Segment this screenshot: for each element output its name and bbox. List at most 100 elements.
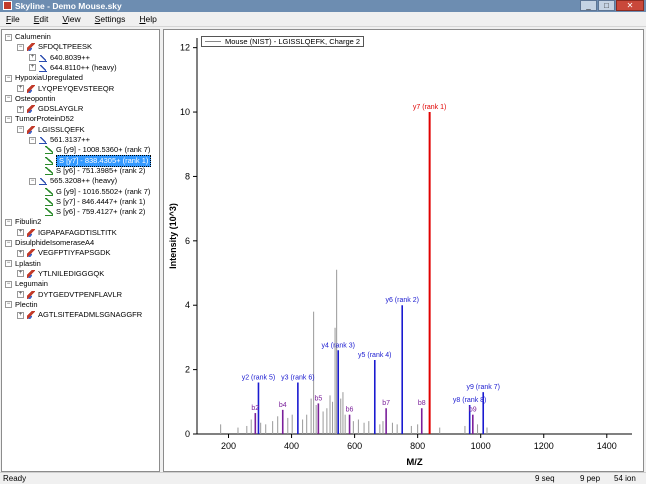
tree-node[interactable]: − Calumenin (5, 32, 51, 42)
collapse-icon[interactable]: − (5, 239, 12, 247)
tree-node[interactable]: + GDSLAYGLR (17, 104, 83, 114)
tree-node[interactable]: − LGISSLQEFK (17, 125, 85, 135)
tree-node[interactable]: G [y9] - 1016.5502+ (rank 7) (41, 187, 150, 197)
tree-node[interactable]: S [y6] - 751.3985+ (rank 2) (41, 166, 145, 176)
spectrum-graph[interactable]: 0 2 4 6 8 10 12 200 400 600 800 1000 1200 1400 M/Z Inte… (163, 29, 644, 472)
expand-icon[interactable]: + (17, 85, 24, 92)
transition-icon (45, 197, 53, 206)
y-tick-label: 6 (185, 236, 190, 246)
tree-node[interactable]: S [y7] - 838.4305+ (rank 1) (41, 154, 152, 167)
tree-node[interactable]: S [y6] - 759.4127+ (rank 2) (41, 207, 145, 217)
tree-node[interactable]: − 565.3208++ (heavy) (29, 176, 117, 186)
tree-node[interactable]: + AGTLSITEFADMLSGNAGGFR (17, 310, 142, 320)
legend-swatch (205, 41, 221, 42)
expand-icon[interactable]: + (17, 229, 24, 237)
minimize-button[interactable]: _ (580, 0, 597, 11)
collapse-icon[interactable]: − (29, 177, 36, 185)
close-button[interactable]: ✕ (616, 0, 644, 11)
tree-node[interactable]: − DisulphideIsomeraseA4 (5, 238, 94, 248)
collapse-icon[interactable]: − (5, 260, 12, 268)
tree-node[interactable]: S [y7] - 846.4447+ (rank 1) (41, 197, 145, 207)
tree-node[interactable]: + IGPAPAFAGDTISLTITK (17, 228, 117, 238)
peptide-icon (27, 43, 35, 52)
collapse-icon[interactable]: − (29, 136, 36, 144)
sequence-tree[interactable]: − Calumenin − SFDQLTPEESK +640.8039++ +644.81… (1, 29, 160, 472)
tree-node-label: G [y9] - 1016.5502+ (rank 7) (56, 186, 151, 196)
collapse-icon[interactable]: − (17, 43, 24, 51)
expand-icon[interactable]: + (29, 54, 36, 62)
tree-node[interactable]: +640.8039++ (29, 53, 90, 63)
tree-node[interactable]: G [y9] - 1008.5360+ (rank 7) (41, 145, 150, 155)
collapse-icon[interactable]: − (17, 126, 24, 134)
precursor-icon (39, 64, 47, 72)
expand-icon[interactable]: + (17, 291, 24, 298)
peak-label: b4 (279, 402, 287, 409)
y-tick-label: 4 (185, 300, 190, 310)
status-ready: Ready (3, 474, 27, 483)
peptide-icon (27, 249, 35, 258)
status-seq-count: 9 seq (535, 474, 555, 483)
legend-label: Mouse (NIST) - LGISSLQEFK, Charge 2 (225, 37, 361, 46)
tree-node-label: DYTGEDVTPENFLAVLR (38, 289, 123, 299)
y-tick-label: 10 (180, 107, 190, 117)
transition-icon (45, 156, 53, 165)
tree-node[interactable]: − Legumain (5, 279, 48, 289)
precursor-icon (39, 54, 47, 62)
tree-node[interactable]: + LYQPEYQEVSTEEQR (17, 84, 114, 94)
precursor-icon (39, 136, 47, 144)
tree-node[interactable]: − Plectin (5, 300, 38, 310)
menu-file[interactable]: File (6, 14, 20, 24)
collapse-icon[interactable]: − (5, 301, 12, 309)
collapse-icon[interactable]: − (5, 115, 12, 123)
tree-node[interactable]: − HypoxiaUpregulated (5, 73, 83, 83)
precursor-icon (39, 177, 47, 186)
menu-settings[interactable]: Settings (94, 14, 126, 24)
maximize-button[interactable]: □ (598, 0, 615, 11)
tree-node[interactable]: + VEGFPTIYFAPSGDK (17, 248, 111, 258)
menu-help[interactable]: Help (139, 14, 157, 24)
tree-node[interactable]: − SFDQLTPEESK (17, 42, 92, 52)
collapse-icon[interactable]: − (5, 95, 12, 103)
collapse-icon[interactable]: − (5, 74, 12, 82)
x-tick-label: 200 (221, 441, 236, 451)
tree-node[interactable]: − Fibulin2 (5, 217, 41, 227)
tree-node[interactable]: +644.8110++ (heavy) (29, 63, 117, 73)
tree-node-label: 565.3208++ (heavy) (50, 176, 118, 186)
collapse-icon[interactable]: − (5, 280, 12, 288)
x-tick-label: 600 (347, 441, 362, 451)
x-tick-label: 1400 (597, 441, 617, 451)
skyline-app-icon (3, 1, 12, 10)
menu-bar: File Edit View Settings Help (0, 12, 646, 27)
peak-label: b6 (346, 407, 354, 414)
y-tick-label: 12 (180, 43, 190, 53)
expand-icon[interactable]: + (17, 270, 24, 278)
tree-node[interactable]: + YTLNILEDIGGGQK (17, 269, 104, 279)
expand-icon[interactable]: + (17, 105, 24, 113)
peak-label: y4 (rank 3) (321, 342, 354, 349)
graph-legend: Mouse (NIST) - LGISSLQEFK, Charge 2 (201, 36, 365, 47)
peptide-icon (27, 105, 35, 114)
x-tick-label: 400 (284, 441, 299, 451)
expand-icon[interactable]: + (17, 311, 24, 319)
expand-icon[interactable]: + (17, 249, 24, 257)
tree-node[interactable]: + DYTGEDVTPENFLAVLR (17, 290, 122, 300)
peak-label: b2 (251, 405, 259, 412)
y-tick-label: 2 (185, 365, 190, 375)
collapse-icon[interactable]: − (5, 218, 12, 226)
tree-node[interactable]: − Lplastin (5, 259, 41, 269)
tree-node[interactable]: − TumorProteinD52 (5, 114, 74, 124)
peptide-icon (27, 125, 35, 134)
status-ion-count: 54 ion (614, 474, 636, 483)
expand-icon[interactable]: + (29, 64, 36, 72)
tree-node[interactable]: − 561.3137++ (29, 135, 90, 145)
tree-node-label: Legumain (15, 279, 48, 289)
tree-node-label: Fibulin2 (15, 217, 42, 227)
peak-label: y5 (rank 4) (358, 352, 391, 359)
y-axis-label: Intensity (10^3) (168, 203, 178, 269)
collapse-icon[interactable]: − (5, 33, 12, 41)
menu-edit[interactable]: Edit (33, 14, 49, 24)
tree-node-label: Plectin (15, 299, 38, 309)
tree-node-label: Calumenin (15, 32, 51, 41)
menu-view[interactable]: View (62, 14, 81, 24)
tree-node[interactable]: − Osteopontin (5, 94, 55, 104)
